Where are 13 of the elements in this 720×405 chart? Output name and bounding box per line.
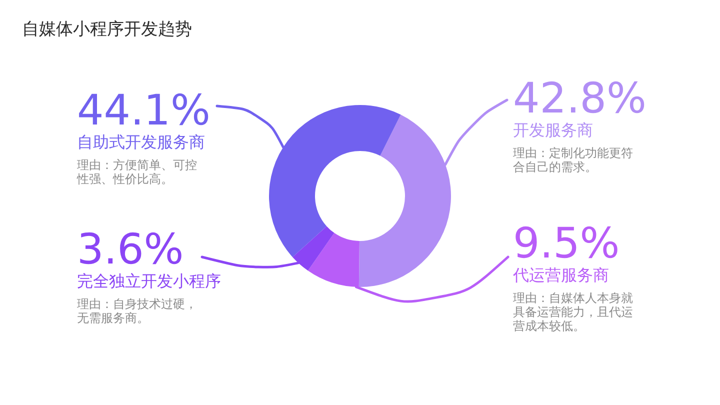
text: 理由：自身技术过硬，无需服务商。: [77, 297, 197, 325]
data-label: 42.8%: [513, 74, 646, 122]
data-label: 9.5%: [513, 218, 620, 268]
slice-label: 代运营服务商: [512, 266, 609, 284]
slice-label: 自助式开发服务商: [77, 132, 205, 152]
text: 理由：方便简单、可控性强、性价比高。: [76, 158, 197, 186]
slice-label: 开发服务商: [513, 120, 593, 140]
text: 理由：定制化功能更符合自己的需求。: [513, 146, 633, 174]
data-label: 3.6%: [77, 224, 184, 274]
data-label: 44.1%: [77, 86, 210, 134]
text: 理由：自媒体人本身就具备运营能力，且代运营成本较低。: [513, 291, 633, 333]
chart-title: 自媒体小程序开发趋势: [22, 20, 192, 40]
slice-label: 完全独立开发小程序: [77, 272, 221, 290]
